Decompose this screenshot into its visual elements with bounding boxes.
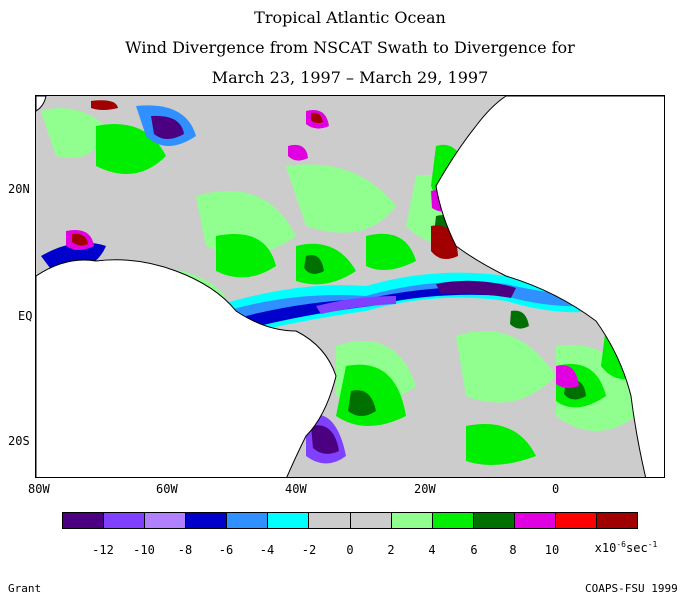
- x-tick-20w: 20W: [414, 482, 436, 496]
- colorbar-label: -6: [218, 543, 234, 557]
- x-tick-60w: 60W: [156, 482, 178, 496]
- colorbar-swatch: [104, 513, 146, 528]
- colorbar-swatch: [309, 513, 351, 528]
- colorbar-label: -8: [177, 543, 193, 557]
- producer-credit: COAPS-FSU 1999: [585, 582, 678, 595]
- colorbar-swatch: [391, 513, 433, 528]
- colorbar-label: -10: [133, 543, 155, 557]
- colorbar-swatch: [555, 513, 598, 528]
- date-range: March 23, 1997 – March 29, 1997: [211, 68, 489, 87]
- colorbar-label: -4: [259, 543, 275, 557]
- colorbar-swatch: [186, 513, 228, 528]
- x-tick-0: 0: [552, 482, 560, 496]
- map-subtitle: Wind Divergence from NSCAT Swath to Dive…: [125, 38, 575, 57]
- divergence-map: [36, 96, 664, 477]
- colorbar-swatch: [268, 513, 310, 528]
- colorbar-label: 10: [544, 543, 560, 557]
- units-label: x10-6sec-1: [594, 540, 658, 555]
- colorbar-swatch: [145, 513, 187, 528]
- colorbar-swatch: [432, 513, 474, 528]
- y-tick-20s: 20S: [8, 434, 30, 448]
- y-tick-eq: EQ: [18, 309, 33, 323]
- x-tick-80w: 80W: [28, 482, 50, 496]
- map-area: [35, 95, 665, 478]
- author-credit: Grant: [8, 582, 42, 595]
- colorbar-label: 8: [509, 543, 517, 557]
- colorbar-swatch: [350, 513, 392, 528]
- colorbar-swatch: [514, 513, 556, 528]
- colorbar-label: 2: [387, 543, 395, 557]
- x-tick-40w: 40W: [285, 482, 307, 496]
- colorbar-label: -2: [301, 543, 317, 557]
- colorbar-label: -12: [92, 543, 114, 557]
- color-scale-bar: [62, 512, 638, 529]
- colorbar-label: 6: [470, 543, 478, 557]
- colorbar-swatch: [63, 513, 105, 528]
- map-title: Tropical Atlantic Ocean: [254, 8, 446, 27]
- colorbar-swatch: [597, 513, 638, 528]
- colorbar-swatch: [473, 513, 515, 528]
- colorbar-label: 0: [346, 543, 354, 557]
- colorbar-swatch: [227, 513, 269, 528]
- y-tick-20n: 20N: [8, 182, 30, 196]
- colorbar-label: 4: [428, 543, 436, 557]
